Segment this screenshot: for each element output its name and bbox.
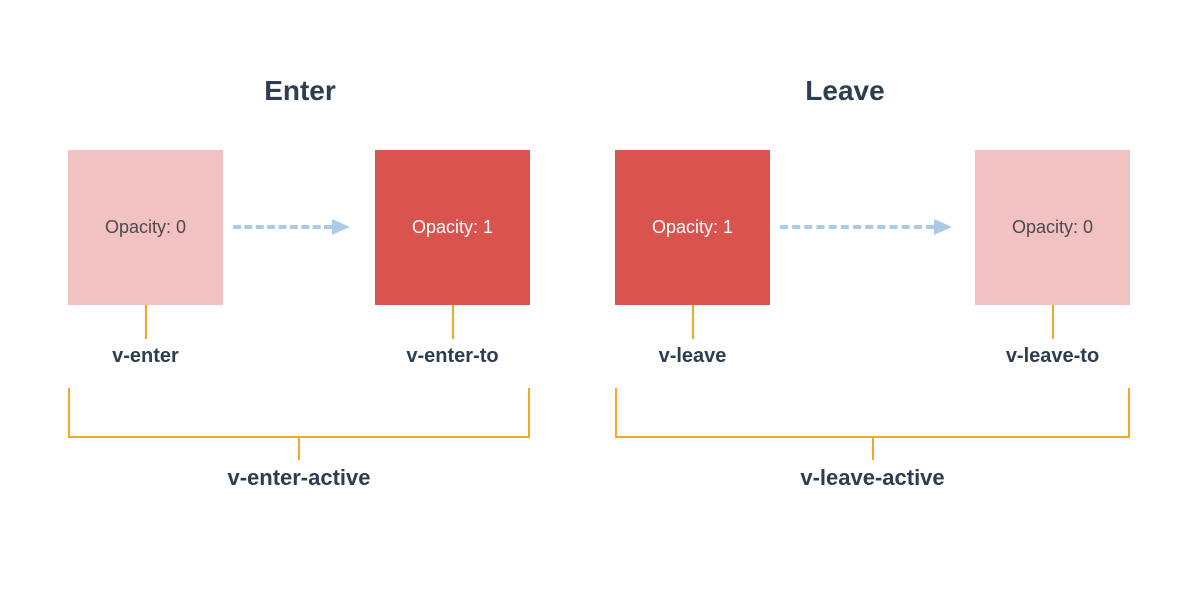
state-box-v-enter-from: Opacity: 0 — [68, 150, 223, 305]
class-label-v-enter-to: v-enter-to — [363, 345, 543, 368]
arrow-line-leave — [780, 225, 934, 229]
arrow-line-enter — [233, 225, 332, 229]
class-label-v-leave-from: v-leave — [603, 345, 783, 368]
class-label-v-enter-from: v-enter — [56, 345, 236, 368]
active-label-enter: v-enter-active — [149, 465, 449, 491]
class-label-v-leave-to: v-leave-to — [963, 345, 1143, 368]
state-box-v-enter-to: Opacity: 1 — [375, 150, 530, 305]
bracket-enter — [68, 388, 530, 438]
bracket-leave — [615, 388, 1130, 438]
arrow-head-icon — [332, 219, 350, 235]
arrow-head-icon — [934, 219, 952, 235]
bracket-tail-leave — [872, 438, 874, 460]
transition-diagram: Enter Opacity: 0 v-enter Opacity: 1 v-enter-… — [0, 0, 1200, 600]
active-label-leave: v-leave-active — [723, 465, 1023, 491]
state-box-v-leave-to: Opacity: 0 — [975, 150, 1130, 305]
stem-v-leave-from — [692, 305, 694, 339]
group-title-leave: Leave — [745, 75, 945, 107]
stem-v-enter-to — [452, 305, 454, 339]
stem-v-enter-from — [145, 305, 147, 339]
group-title-enter: Enter — [200, 75, 400, 107]
state-box-v-leave-from: Opacity: 1 — [615, 150, 770, 305]
stem-v-leave-to — [1052, 305, 1054, 339]
bracket-tail-enter — [298, 438, 300, 460]
